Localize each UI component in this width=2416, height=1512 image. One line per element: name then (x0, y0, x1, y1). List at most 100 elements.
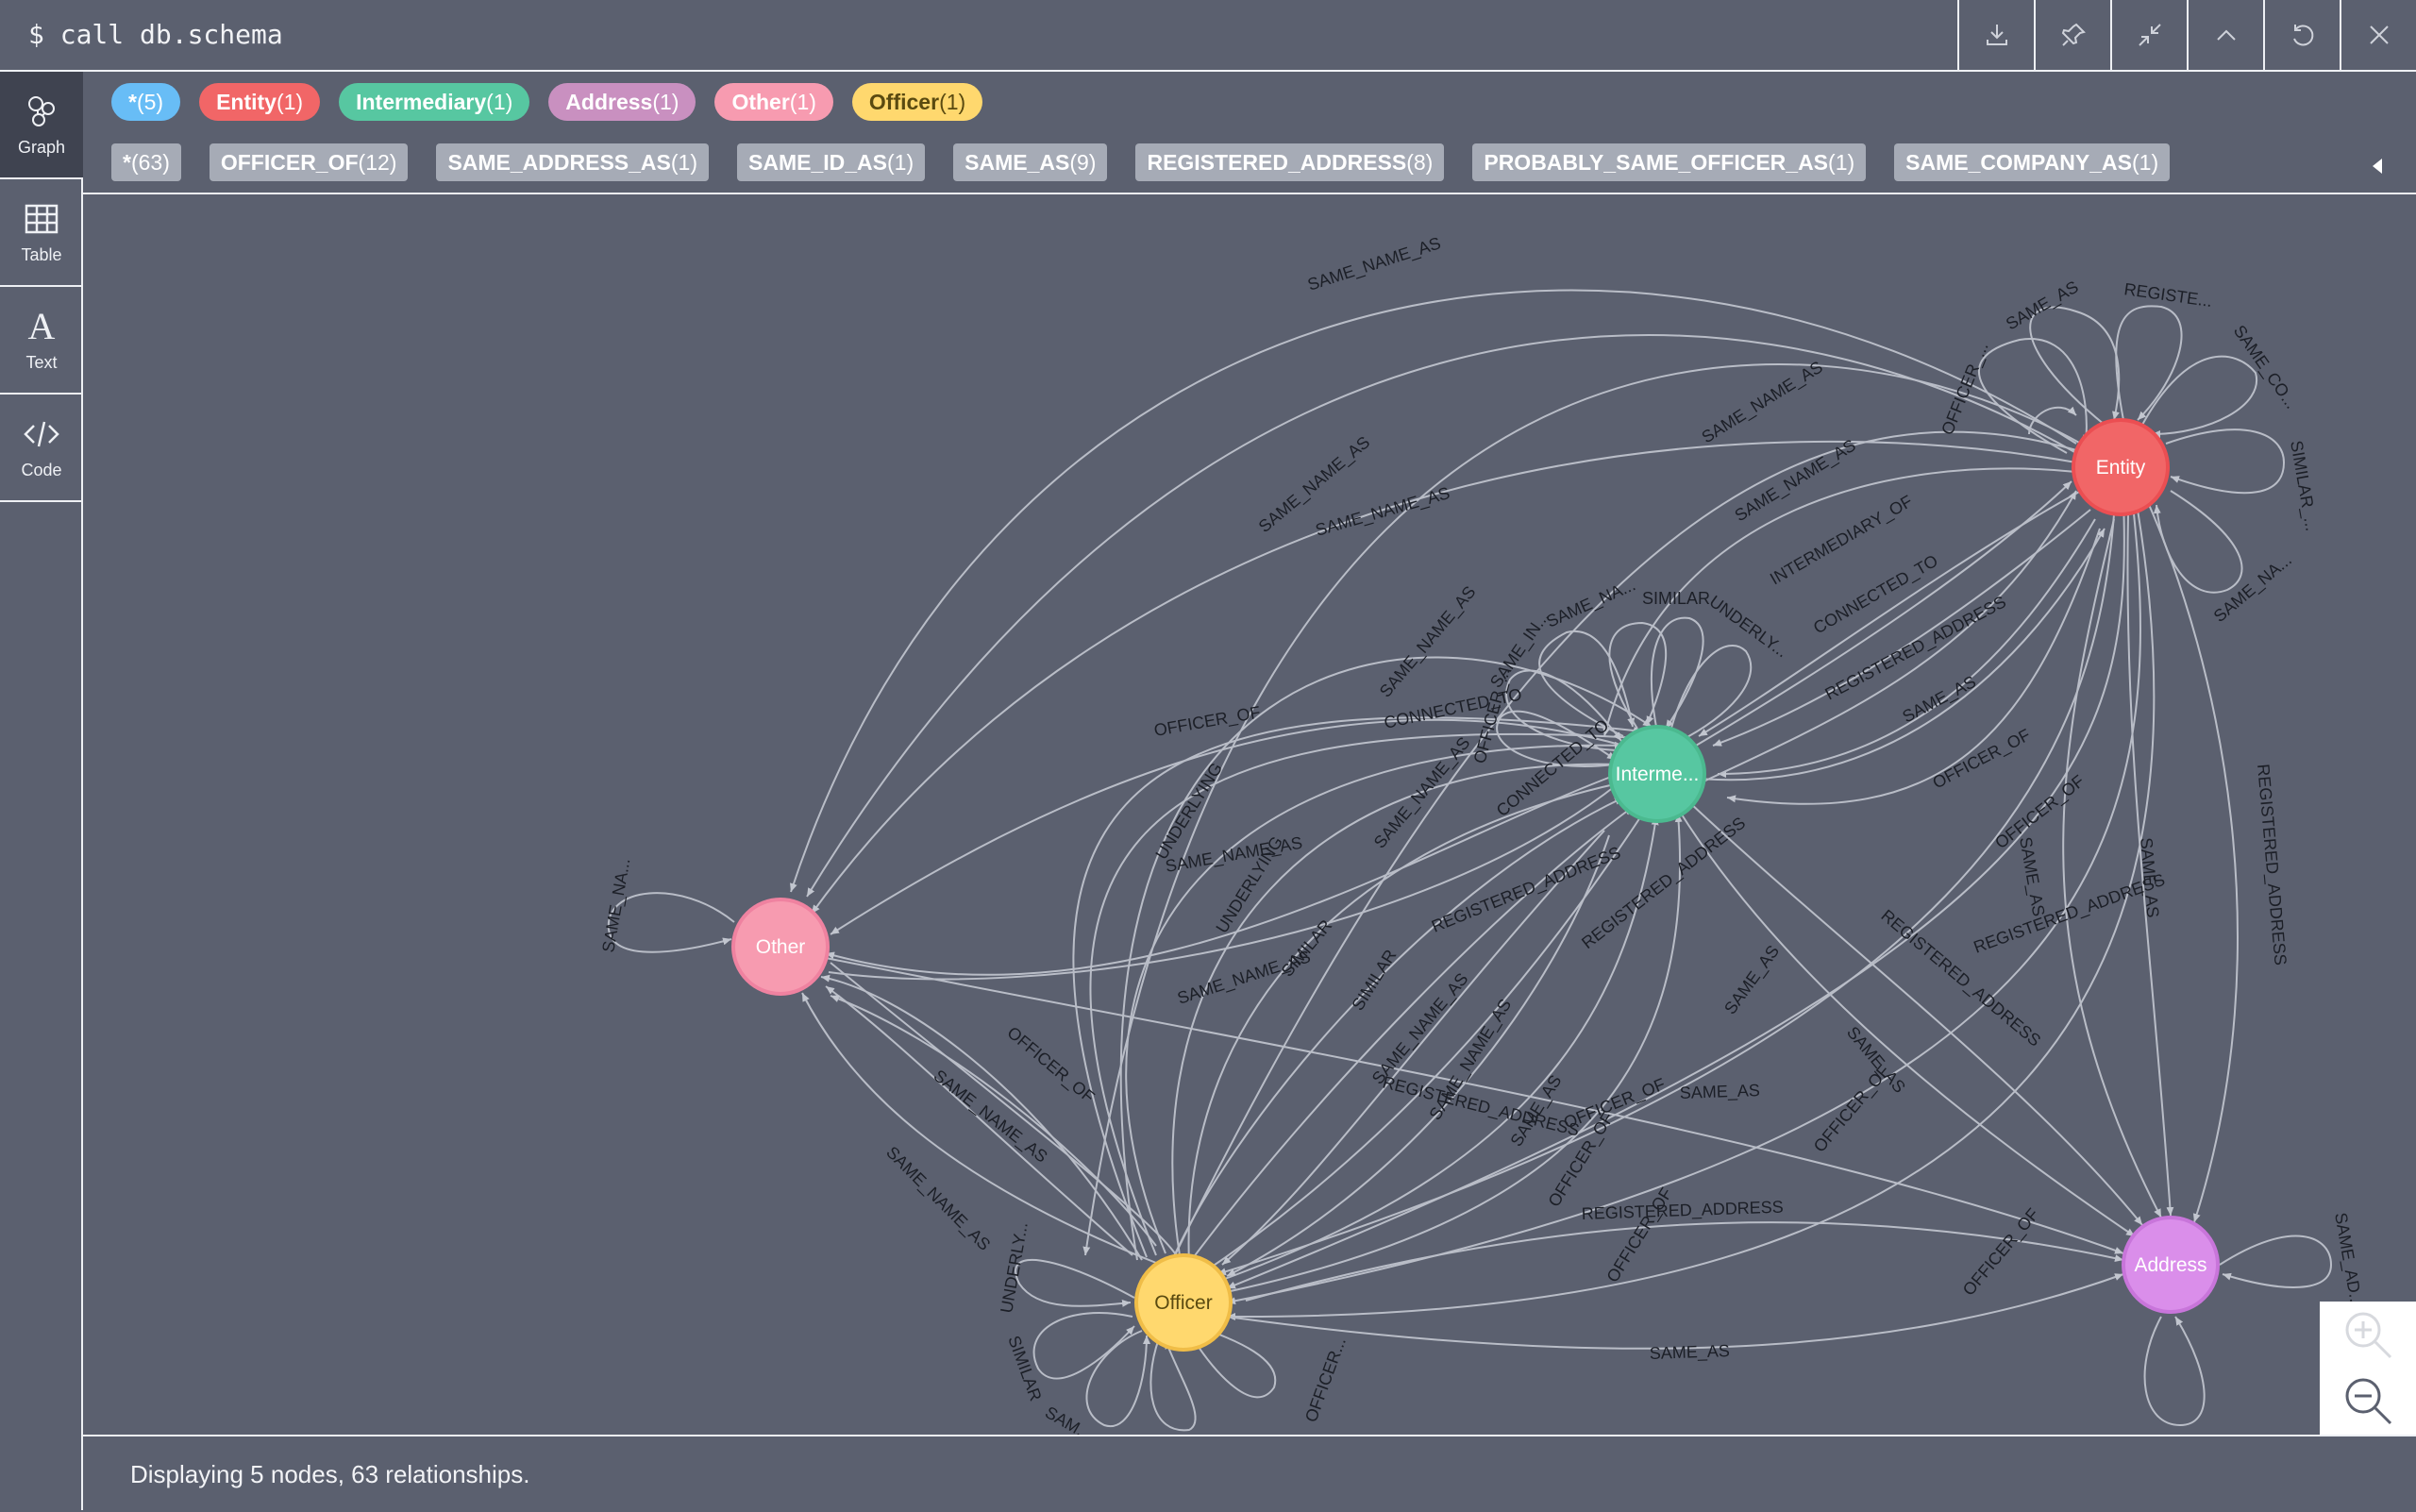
edge[interactable] (1072, 716, 1643, 1258)
edge[interactable] (1669, 645, 1753, 742)
edge[interactable] (1085, 1330, 1150, 1428)
edge[interactable] (1193, 811, 1645, 1280)
edge[interactable] (1245, 1221, 2124, 1302)
edge[interactable] (1032, 1312, 1135, 1380)
label-pill-officer[interactable]: Officer(1) (851, 83, 983, 121)
edge[interactable] (607, 892, 735, 953)
node-other[interactable]: Other (731, 898, 830, 996)
edge[interactable] (1608, 621, 1668, 730)
edge[interactable] (825, 773, 1619, 976)
rel-tag-officer-of[interactable]: OFFICER_OF(12) (209, 143, 409, 181)
zoom-in-button[interactable] (2320, 1302, 2416, 1368)
edge[interactable] (830, 718, 1624, 935)
command-text[interactable]: $ call db.schema (28, 19, 283, 50)
edge[interactable] (1496, 710, 1617, 767)
rel-tag-same-company-as[interactable]: SAME_COMPANY_AS(1) (1894, 143, 2171, 181)
pin-button[interactable] (2034, 0, 2110, 70)
edge[interactable] (2062, 518, 2162, 1218)
edge[interactable] (2141, 355, 2258, 438)
graph-canvas[interactable]: SAME_NAME_AS SAME_NAME_AS SAME_NAME_AS S… (83, 194, 2416, 1435)
legend-collapse-toggle[interactable] (2373, 159, 2382, 174)
edge[interactable] (1216, 513, 2115, 1276)
label-pill-intermediary[interactable]: Intermediary(1) (339, 83, 530, 121)
edge[interactable] (1717, 518, 2096, 778)
edge[interactable] (1149, 1337, 1197, 1432)
edge[interactable] (1726, 528, 2101, 805)
close-button[interactable] (2340, 0, 2416, 70)
label-pill-address[interactable]: Address(1) (548, 83, 696, 121)
edge[interactable] (820, 974, 1143, 1261)
rel-tag-registered-address[interactable]: REGISTERED_ADDRESS(8) (1135, 143, 1445, 181)
edge[interactable] (1171, 760, 1619, 1256)
edge[interactable] (1688, 801, 2143, 1226)
edge[interactable] (2153, 490, 2243, 594)
rel-tag-probably-same-officer-as[interactable]: PROBABLY_SAME_OFFICER_AS(1) (1472, 143, 1867, 181)
edge[interactable] (1226, 504, 2141, 1305)
rerun-button[interactable] (2263, 0, 2340, 70)
edge[interactable] (2115, 305, 2183, 421)
edge[interactable] (1226, 834, 1610, 1277)
label-pill-all[interactable]: *(5) (111, 83, 181, 121)
edge[interactable] (1082, 362, 2082, 1256)
edge[interactable] (1125, 741, 1624, 1254)
edge[interactable] (1183, 806, 1634, 1270)
label-pill-entity[interactable]: Entity(1) (199, 83, 321, 121)
edge[interactable] (2165, 428, 2286, 495)
edge[interactable] (1226, 1273, 2124, 1350)
view-code-tab[interactable]: Code (0, 395, 83, 502)
graph-svg[interactable]: SAME_NAME_AS SAME_NAME_AS SAME_NAME_AS S… (83, 194, 2416, 1435)
view-graph-tab[interactable]: Graph (0, 72, 83, 179)
view-text-tab[interactable]: A Text (0, 287, 83, 395)
edge[interactable] (790, 289, 2077, 893)
rel-tag-all[interactable]: *(63) (111, 143, 181, 181)
edge[interactable] (801, 992, 1162, 1266)
edge[interactable] (1650, 616, 1704, 730)
edge[interactable] (2219, 1235, 2333, 1288)
edge[interactable] (1679, 811, 2136, 1237)
edge[interactable] (1698, 490, 2082, 737)
edge[interactable] (1226, 509, 2156, 1321)
edge[interactable] (1505, 669, 1622, 751)
edge[interactable] (1119, 656, 1653, 1261)
rel-tag-same-address-as[interactable]: SAME_ADDRESS_AS(1) (436, 143, 710, 181)
label-pill-other[interactable]: Other(1) (714, 83, 833, 121)
edge[interactable] (1169, 430, 2087, 1266)
relationship-types-legend: *(63) OFFICER_OF(12) SAME_ADDRESS_AS(1) … (111, 143, 2171, 181)
edge[interactable] (1226, 499, 2125, 1289)
node-officer[interactable]: Officer (1134, 1253, 1233, 1352)
edge[interactable] (1602, 467, 2077, 737)
edge[interactable] (1198, 813, 1683, 1299)
edge[interactable] (1188, 1325, 1277, 1399)
node-entity[interactable]: Entity (2072, 418, 2170, 516)
collapse-button[interactable] (2110, 0, 2187, 70)
rel-tag-same-id-as[interactable]: SAME_ID_AS(1) (737, 143, 926, 181)
edge[interactable] (1674, 490, 2077, 796)
edge[interactable] (1015, 1259, 1135, 1307)
zoom-out-button[interactable] (2320, 1368, 2416, 1434)
edge[interactable] (2029, 306, 2121, 426)
edge[interactable] (825, 957, 2124, 1254)
edge[interactable] (1679, 480, 2072, 756)
edge[interactable] (1221, 830, 1605, 1266)
rel-tag-same-as[interactable]: SAME_AS(9) (953, 143, 1108, 181)
edge[interactable] (1660, 528, 2106, 781)
edge[interactable] (1977, 338, 2090, 454)
edge[interactable] (1169, 797, 1624, 1266)
node-address[interactable]: Address (2122, 1216, 2220, 1314)
edge[interactable] (1089, 732, 1638, 1256)
edge[interactable] (1198, 815, 1659, 1289)
scroll-up-button[interactable] (2187, 0, 2263, 70)
view-table-tab[interactable]: Table (0, 179, 83, 287)
edge[interactable] (830, 995, 1157, 1247)
download-button[interactable] (1957, 0, 2034, 70)
edge[interactable] (2143, 1316, 2206, 1427)
edge[interactable] (811, 440, 2077, 915)
edge[interactable] (806, 334, 2077, 898)
node-intermediary[interactable]: Interme... (1608, 725, 1706, 823)
edge[interactable] (825, 985, 1133, 1256)
edge[interactable] (2028, 406, 2077, 435)
edge[interactable] (1538, 630, 1636, 737)
edge[interactable] (2126, 513, 2174, 1217)
edge[interactable] (1187, 781, 1619, 1266)
edge[interactable] (2146, 499, 2239, 1223)
